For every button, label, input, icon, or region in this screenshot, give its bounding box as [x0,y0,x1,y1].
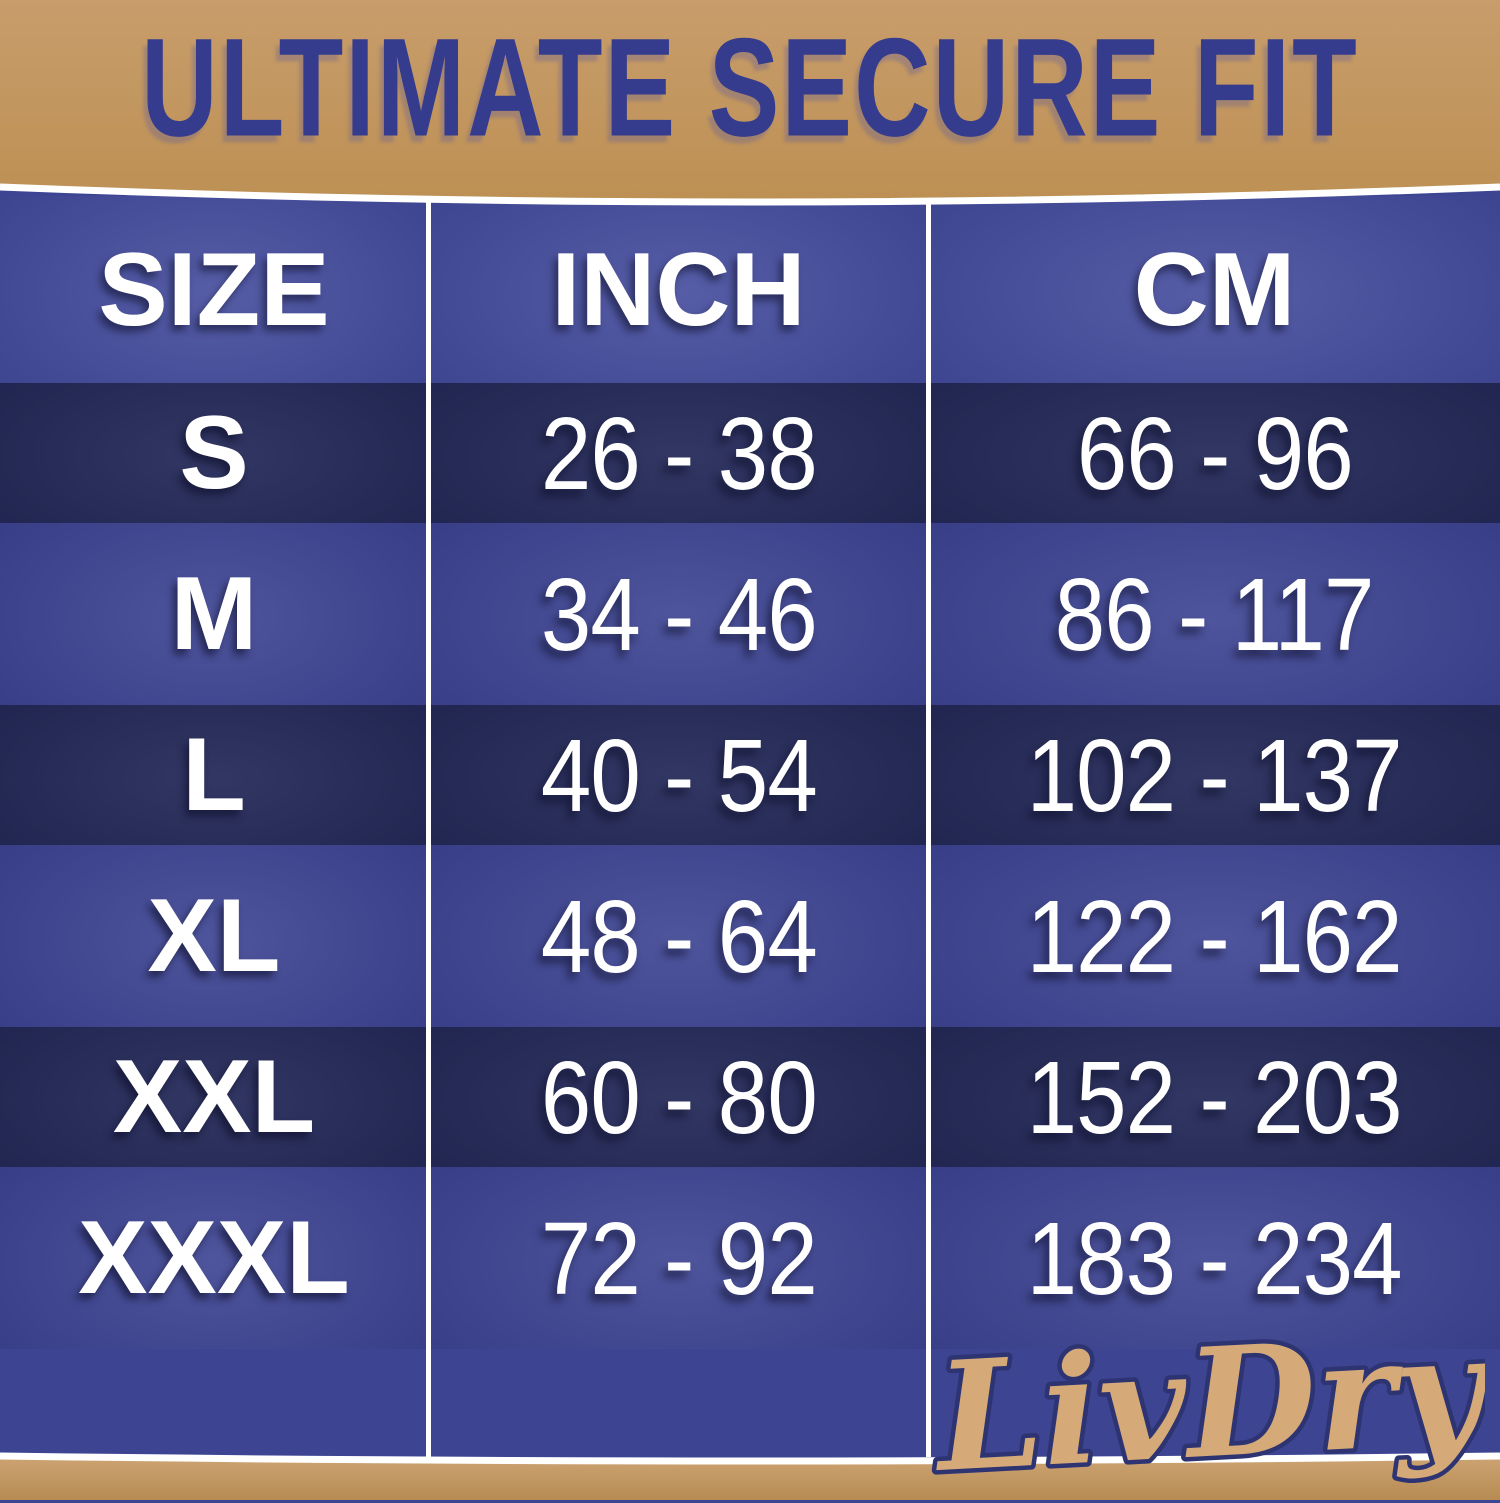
table-row: XXL 60 - 80 152 - 203 [0,1027,1500,1167]
cm-cell: 86 - 117 [929,523,1500,705]
size-value: L [182,717,246,833]
size-value: XXXL [78,1200,350,1316]
cm-range-value: 152 - 203 [1026,1039,1403,1155]
header-cell-size: SIZE [0,196,428,383]
table-row: S 26 - 38 66 - 96 [0,383,1500,523]
table-row: XL 48 - 64 122 - 162 [0,845,1500,1027]
brand-logo-text: LivDry [928,1318,1485,1503]
cm-cell: 183 - 234 [929,1167,1500,1349]
size-chart-rows: SIZE INCH CM S 26 - 38 66 - 96 M 34 - 46 [0,196,1500,1349]
inch-range-value: 34 - 46 [540,556,817,672]
column-divider-2 [926,196,931,1457]
page-title: ULTIMATE SECURE FIT [141,10,1359,166]
column-header-inch: INCH [551,231,806,348]
brand-logo: LivDry [925,1318,1485,1503]
size-value: XL [147,878,281,994]
table-row: XXXL 72 - 92 183 - 234 [0,1167,1500,1349]
column-header-size: SIZE [98,231,330,348]
cm-range-value: 86 - 117 [1055,556,1375,672]
inch-range-value: 48 - 64 [540,878,817,994]
size-cell: XL [0,845,428,1027]
table-row: L 40 - 54 102 - 137 [0,705,1500,845]
column-divider-1 [426,196,431,1457]
cm-cell: 152 - 203 [929,1027,1500,1167]
size-cell: XXL [0,1027,428,1167]
size-cell: S [0,383,428,523]
cm-range-value: 122 - 162 [1026,878,1403,994]
inch-range-value: 60 - 80 [540,1039,817,1155]
size-cell: M [0,523,428,705]
column-header-cm: CM [1133,231,1296,348]
cm-cell: 102 - 137 [929,705,1500,845]
size-cell: L [0,705,428,845]
cm-range-value: 183 - 234 [1026,1200,1403,1316]
inch-cell: 26 - 38 [428,383,929,523]
size-value: S [179,395,249,511]
inch-cell: 40 - 54 [428,705,929,845]
cm-range-value: 66 - 96 [1076,395,1353,511]
banner-title-wrap: ULTIMATE SECURE FIT [0,18,1500,158]
size-cell: XXXL [0,1167,428,1349]
cm-cell: 66 - 96 [929,383,1500,523]
header-cell-inch: INCH [428,196,929,383]
table-row: M 34 - 46 86 - 117 [0,523,1500,705]
inch-range-value: 40 - 54 [540,717,817,833]
cm-cell: 122 - 162 [929,845,1500,1027]
inch-cell: 60 - 80 [428,1027,929,1167]
inch-range-value: 72 - 92 [540,1200,817,1316]
inch-cell: 72 - 92 [428,1167,929,1349]
size-value: XXL [112,1039,316,1155]
cm-range-value: 102 - 137 [1026,717,1403,833]
inch-cell: 34 - 46 [428,523,929,705]
header-cell-cm: CM [929,196,1500,383]
size-value: M [170,556,258,672]
inch-range-value: 26 - 38 [540,395,817,511]
inch-cell: 48 - 64 [428,845,929,1027]
table-header-row: SIZE INCH CM [0,196,1500,383]
